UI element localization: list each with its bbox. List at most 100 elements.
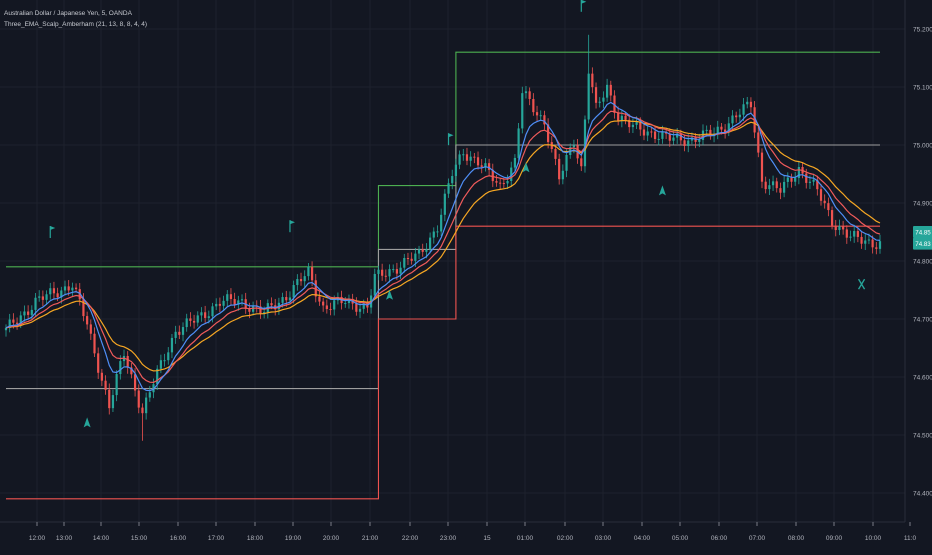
candle-body [104, 380, 107, 390]
candle-body [812, 179, 815, 182]
candle-body [628, 119, 631, 128]
candle-body [716, 126, 719, 134]
signal-flag-icon [289, 220, 295, 225]
indicator-title: Three_EMA_Scalp_Amberham (21, 13, 8, 8, … [4, 21, 148, 28]
candle-body [768, 185, 771, 190]
candle-body [97, 353, 100, 373]
last-price-badge-label: 74.83 [915, 241, 931, 248]
candle-body [440, 214, 443, 232]
candle-body [192, 320, 196, 323]
y-tick-label: 74.400 [913, 491, 932, 498]
candle-body [119, 361, 122, 375]
candle-body [163, 360, 166, 362]
candle-body [546, 124, 550, 143]
candle-body [554, 148, 557, 159]
candle-body [720, 126, 723, 130]
candle-body [159, 360, 162, 369]
y-tick-label: 74.800 [913, 259, 932, 266]
candle-body [19, 315, 22, 324]
y-tick-label: 74.500 [913, 433, 932, 440]
candle-body [454, 164, 458, 177]
x-tick-label: 11:0 [904, 535, 917, 542]
candle-body [469, 156, 472, 161]
candle-body [15, 322, 19, 324]
candle-body [631, 124, 635, 128]
symbol-title: Australian Dollar / Japanese Yen, 5, OAN… [4, 10, 132, 17]
candle-body [373, 273, 376, 296]
candle-body [207, 316, 210, 318]
candle-body [8, 319, 11, 328]
x-tick-label: 13:00 [56, 535, 73, 542]
y-tick-label: 74.600 [913, 375, 932, 382]
candle-body [100, 372, 103, 381]
y-tick-label: 74.900 [913, 201, 932, 208]
candle-body [521, 93, 524, 129]
candle-body [805, 173, 808, 183]
candle-body [867, 239, 871, 241]
ema-13-line [5, 110, 881, 384]
candle-body [4, 327, 8, 331]
candle-body [543, 115, 546, 125]
candle-body [145, 397, 148, 414]
candle-body [222, 300, 225, 306]
candle-body [443, 193, 446, 215]
signal-arrow-up-icon [522, 162, 530, 173]
candle-body [617, 112, 620, 121]
candle-body [473, 156, 476, 158]
candle-body [735, 115, 738, 118]
candle-body [668, 133, 671, 141]
candle-body [303, 276, 306, 282]
candle-body [594, 87, 598, 103]
candle-body [797, 167, 800, 178]
x-tick-label: 14:00 [93, 535, 110, 542]
candle-body [49, 288, 52, 295]
candle-body [572, 145, 576, 148]
candle-body [875, 247, 878, 249]
candle-body [111, 395, 115, 409]
candle-body [174, 331, 177, 338]
x-tick-label: 06:00 [711, 535, 728, 542]
signal-flag-icon [50, 226, 56, 230]
candle-body [218, 303, 221, 306]
candle-body [314, 280, 317, 297]
x-tick-label: 16:00 [170, 535, 187, 542]
signal-arrow-up-icon [83, 417, 91, 428]
y-tick-label: 74.700 [913, 317, 932, 324]
candle-body [358, 308, 362, 312]
candle-body [226, 294, 229, 301]
candle-body [167, 352, 170, 361]
candle-body [771, 181, 775, 186]
x-tick-label: 20:00 [323, 535, 340, 542]
candle-body [816, 179, 819, 190]
x-tick-label: 07:00 [749, 535, 766, 542]
candle-body [333, 300, 336, 310]
x-tick-label: 09:00 [826, 535, 843, 542]
y-tick-label: 75.100 [913, 85, 932, 92]
candle-body [233, 299, 236, 305]
signal-flag-icon [581, 0, 587, 4]
candle-body [742, 104, 745, 115]
candle-body [580, 158, 583, 167]
candle-body [307, 266, 310, 277]
candle-body [45, 294, 48, 300]
candle-body [347, 298, 351, 304]
candle-body [808, 181, 812, 183]
candle-body [71, 287, 74, 291]
candle-body [329, 309, 332, 311]
candle-body [783, 181, 786, 193]
candle-body [93, 333, 96, 354]
signal-cross-icon [857, 278, 866, 290]
candle-body [133, 374, 137, 391]
candle-body [67, 286, 70, 291]
price-axis [905, 0, 932, 550]
candle-body [620, 115, 623, 121]
candle-body [170, 337, 174, 353]
candle-body [539, 115, 542, 117]
level-session-low [6, 225, 880, 500]
candle-body [484, 163, 487, 167]
candle-body [344, 303, 347, 305]
candle-body [259, 306, 262, 314]
candle-body [322, 301, 325, 306]
